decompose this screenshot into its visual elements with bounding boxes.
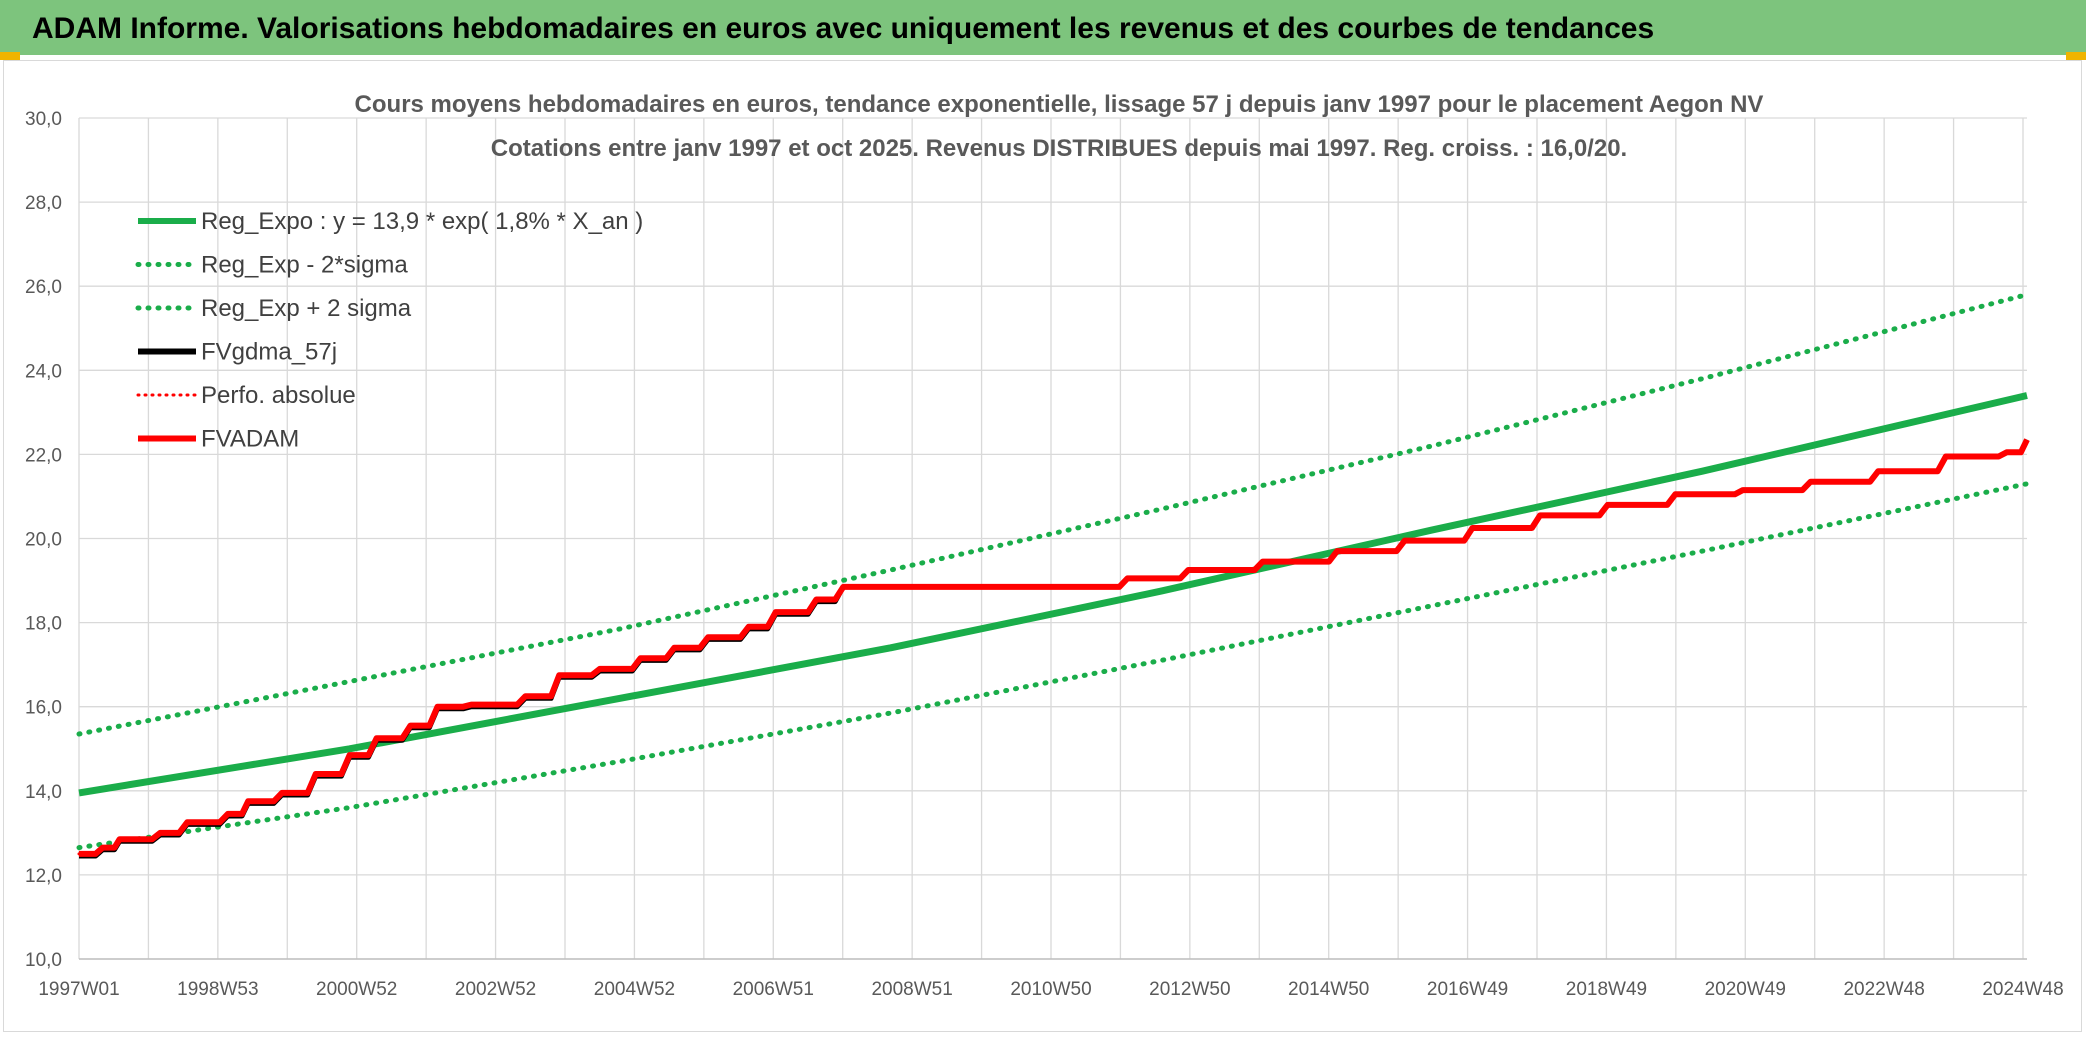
right-corner-accent [2066, 52, 2086, 60]
y-tick-label: 16,0 [25, 698, 62, 719]
x-tick-label: 1998W53 [177, 979, 258, 1000]
chart-series [76, 292, 2030, 859]
chart-subtitle: Cotations entre janv 1997 et oct 2025. R… [491, 135, 1627, 162]
series-line-1 [76, 481, 2030, 851]
series-line-2 [76, 292, 2030, 737]
x-tick-label: 2006W51 [733, 979, 814, 1000]
x-tick-label: 2018W49 [1566, 979, 1647, 1000]
legend-label-3: FVgdma_57j [201, 339, 337, 366]
report-banner: ADAM Informe. Valorisations hebdomadaire… [0, 0, 2086, 55]
legend-label-2: Reg_Exp + 2 sigma [201, 295, 412, 322]
x-tick-label: 2010W50 [1010, 979, 1091, 1000]
x-tick-label: 2004W52 [594, 979, 675, 1000]
x-tick-label: 2012W50 [1149, 979, 1230, 1000]
x-tick-label: 2024W48 [1982, 979, 2063, 1000]
series-line-4 [77, 438, 2029, 856]
series-line-3 [79, 438, 2030, 859]
x-tick-label: 2002W52 [455, 979, 536, 1000]
legend-label-5: FVADAM [201, 426, 299, 453]
y-tick-label: 20,0 [25, 530, 62, 551]
x-tick-label: 2016W49 [1427, 979, 1508, 1000]
series-line-0 [78, 392, 2028, 797]
report-title: ADAM Informe. Valorisations hebdomadaire… [32, 12, 1655, 45]
y-tick-label: 18,0 [25, 614, 62, 635]
left-corner-accent [0, 52, 20, 60]
y-tick-label: 14,0 [25, 782, 62, 803]
y-axis-ticks: 10,0 12,0 14,0 16,0 18,0 20,0 22,0 24,0 26,0 28,0… [25, 109, 62, 971]
x-tick-label: 2022W48 [1843, 979, 1924, 1000]
legend-label-1: Reg_Exp - 2*sigma [201, 252, 408, 279]
chart-frame [3, 60, 2082, 1032]
y-tick-label: 24,0 [25, 361, 62, 382]
x-tick-label: 1997W01 [38, 979, 119, 1000]
x-tick-label: 2020W49 [1705, 979, 1786, 1000]
chart-title: Cours moyens hebdomadaires en euros, ten… [355, 91, 1764, 118]
y-tick-label: 28,0 [25, 193, 62, 214]
chart-grid [78, 117, 2027, 960]
y-tick-label: 30,0 [25, 109, 62, 130]
x-tick-label: 2000W52 [316, 979, 397, 1000]
x-tick-label: 2014W50 [1288, 979, 1369, 1000]
legend-label-0: Reg_Expo : y = 13,9 * exp( 1,8% * X_an ) [201, 208, 643, 235]
y-tick-label: 22,0 [25, 445, 62, 466]
y-tick-label: 10,0 [25, 950, 62, 971]
y-tick-label: 26,0 [25, 277, 62, 298]
series-line-5 [79, 438, 2030, 857]
legend-label-4: Perfo. absolue [201, 382, 356, 409]
chart-legend: Reg_Expo : y = 13,9 * exp( 1,8% * X_an )… [135, 208, 643, 453]
x-axis-ticks: 1997W01 1998W53 2000W52 2002W52 2004W52 2006W… [38, 979, 2063, 1000]
y-tick-label: 12,0 [25, 866, 62, 887]
x-tick-label: 2008W51 [871, 979, 952, 1000]
